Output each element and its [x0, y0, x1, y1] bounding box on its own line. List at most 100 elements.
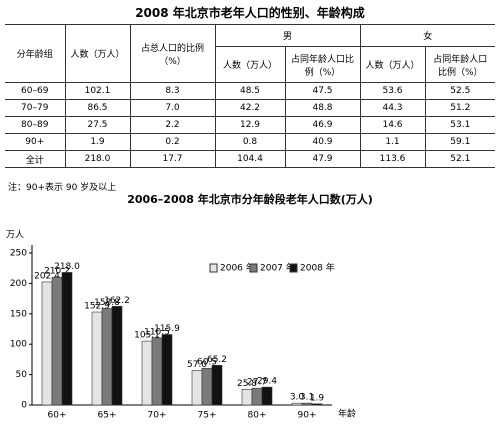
- legend-swatch: [249, 263, 258, 273]
- table-cell: 8.3: [129, 82, 215, 100]
- table-cell: 46.9: [284, 116, 361, 134]
- header-cell: 人数（万人）: [214, 46, 285, 83]
- table-cell: 27.5: [64, 116, 130, 134]
- legend-label: 2006 年: [220, 262, 255, 274]
- y-tick-label: 100: [10, 340, 27, 350]
- table-cell: 42.2: [214, 99, 285, 117]
- x-tick-label: 70+: [148, 411, 167, 421]
- table-cell: 53.1: [424, 116, 496, 134]
- header-cell: 女: [359, 24, 496, 47]
- x-tick-label: 65+: [98, 411, 117, 421]
- table-cell: 113.6: [359, 150, 426, 168]
- table-cell: 1.9: [64, 133, 130, 151]
- value-label: 158.8: [94, 298, 120, 308]
- bar: [261, 386, 273, 406]
- table-cell: 53.6: [359, 82, 426, 100]
- table-row: 70–79 86.5 7.0 42.2 48.8 44.3 51.2: [5, 99, 496, 117]
- value-label: 202.4: [34, 271, 60, 281]
- table-cell: 0.8: [214, 133, 285, 151]
- table-cell: 14.6: [359, 116, 426, 134]
- table-cell: 40.9: [284, 133, 361, 151]
- bar: [241, 389, 253, 406]
- table-row: 80–89 27.5 2.2 12.9 46.9 14.6 53.1: [5, 116, 496, 134]
- header-cell: 占同年龄人口比例（%）: [424, 46, 496, 83]
- legend-label: 2007 年: [260, 262, 295, 274]
- table-cell: 52.5: [424, 82, 496, 100]
- value-label: 105.1: [134, 331, 160, 341]
- value-label: 210.2: [44, 267, 70, 277]
- value-label: 25.8: [237, 379, 257, 389]
- value-label: 1.9: [310, 393, 325, 403]
- bar: [141, 340, 153, 406]
- y-tick-label: 250: [10, 249, 27, 259]
- bar: [301, 402, 313, 406]
- table-cell: 2.2: [129, 116, 215, 134]
- bar: [311, 403, 323, 406]
- x-tick-label: 80+: [248, 411, 267, 421]
- table-cell: 59.1: [424, 133, 496, 151]
- bar: [251, 387, 263, 406]
- bar: [91, 311, 103, 406]
- y-axis-label: 万人: [6, 230, 24, 241]
- chart-title: 2006–2008 年北京市分年龄段老年人口数(万人): [127, 192, 373, 206]
- bar: [51, 276, 63, 406]
- header-cell: 男: [214, 24, 361, 47]
- table-cell: 0.2: [129, 133, 215, 151]
- table-cell: 1.1: [359, 133, 426, 151]
- table-body: 60–69 102.1 8.3 48.5 47.5 53.6 52.5 70–79 86.5 7.…: [5, 82, 496, 168]
- value-label: 110.5: [144, 327, 170, 337]
- table-row: 90+ 1.9 0.2 0.8 40.9 1.1 59.1: [5, 133, 496, 151]
- value-label: 115.9: [154, 324, 180, 334]
- x-axis-label: 年龄: [338, 408, 356, 420]
- table: 分年龄组 人数（万人） 占总人口的比例（%） 男 女 人数（万人） 占同年龄人口…: [5, 24, 496, 168]
- header-cell: 占同年龄人口比例（%）: [284, 46, 361, 83]
- value-label: 27.7: [247, 378, 267, 388]
- table-cell: 90+: [5, 133, 65, 151]
- table-row: 全计 218.0 17.7 104.4 47.9 113.6 52.1: [5, 150, 496, 168]
- value-label: 218.0: [54, 262, 80, 272]
- x-tick-label: 75+: [198, 411, 217, 421]
- table-title: 2008 年北京市老年人口的性别、年龄构成: [135, 6, 365, 20]
- value-label: 60.5: [197, 358, 217, 368]
- header-cell: 人数（万人）: [359, 46, 426, 83]
- table-cell: 48.8: [284, 99, 361, 117]
- table-cell: 17.7: [129, 150, 215, 168]
- table-cell: 51.2: [424, 99, 496, 117]
- legend-label: 2008 年: [300, 262, 335, 274]
- table-cell: 12.9: [214, 116, 285, 134]
- header-cell: 人数（万人）: [64, 24, 130, 83]
- y-tick-label: 50: [16, 370, 28, 380]
- table-cell: 7.0: [129, 99, 215, 117]
- header-cell: 分年龄组: [5, 24, 65, 83]
- table-cell: 86.5: [64, 99, 130, 117]
- value-label: 3.1: [300, 393, 314, 403]
- table-cell: 47.9: [284, 150, 361, 168]
- table-cell: 218.0: [64, 150, 130, 168]
- bar: [211, 365, 223, 406]
- x-tick-label: 60+: [48, 411, 67, 421]
- table-cell: 70–79: [5, 99, 65, 117]
- legend-swatch: [209, 263, 218, 273]
- header-cell: 占总人口的比例（%）: [129, 24, 215, 83]
- bar: [111, 306, 123, 406]
- bar: [151, 337, 163, 406]
- value-label: 57.0: [187, 360, 207, 370]
- table-cell: 44.3: [359, 99, 426, 117]
- table-cell: 102.1: [64, 82, 130, 100]
- bar: [41, 281, 53, 406]
- y-tick-label: 200: [10, 279, 27, 289]
- table-row: 60–69 102.1 8.3 48.5 47.5 53.6 52.5: [5, 82, 496, 100]
- bar: [291, 402, 303, 406]
- bar: [161, 334, 173, 406]
- y-tick-label: 0: [21, 401, 27, 411]
- value-label: 162.2: [104, 296, 130, 306]
- bar: [101, 308, 113, 406]
- x-tick-label: 90+: [298, 411, 317, 421]
- table-cell: 48.5: [214, 82, 285, 100]
- table-cell: 47.5: [284, 82, 361, 100]
- bar: [61, 272, 73, 406]
- chart: 2006–2008 年北京市分年龄段老年人口数(万人) 万人 年龄 0 50 100…: [6, 192, 373, 421]
- table-cell: 60–69: [5, 82, 65, 100]
- table-cell: 80–89: [5, 116, 65, 134]
